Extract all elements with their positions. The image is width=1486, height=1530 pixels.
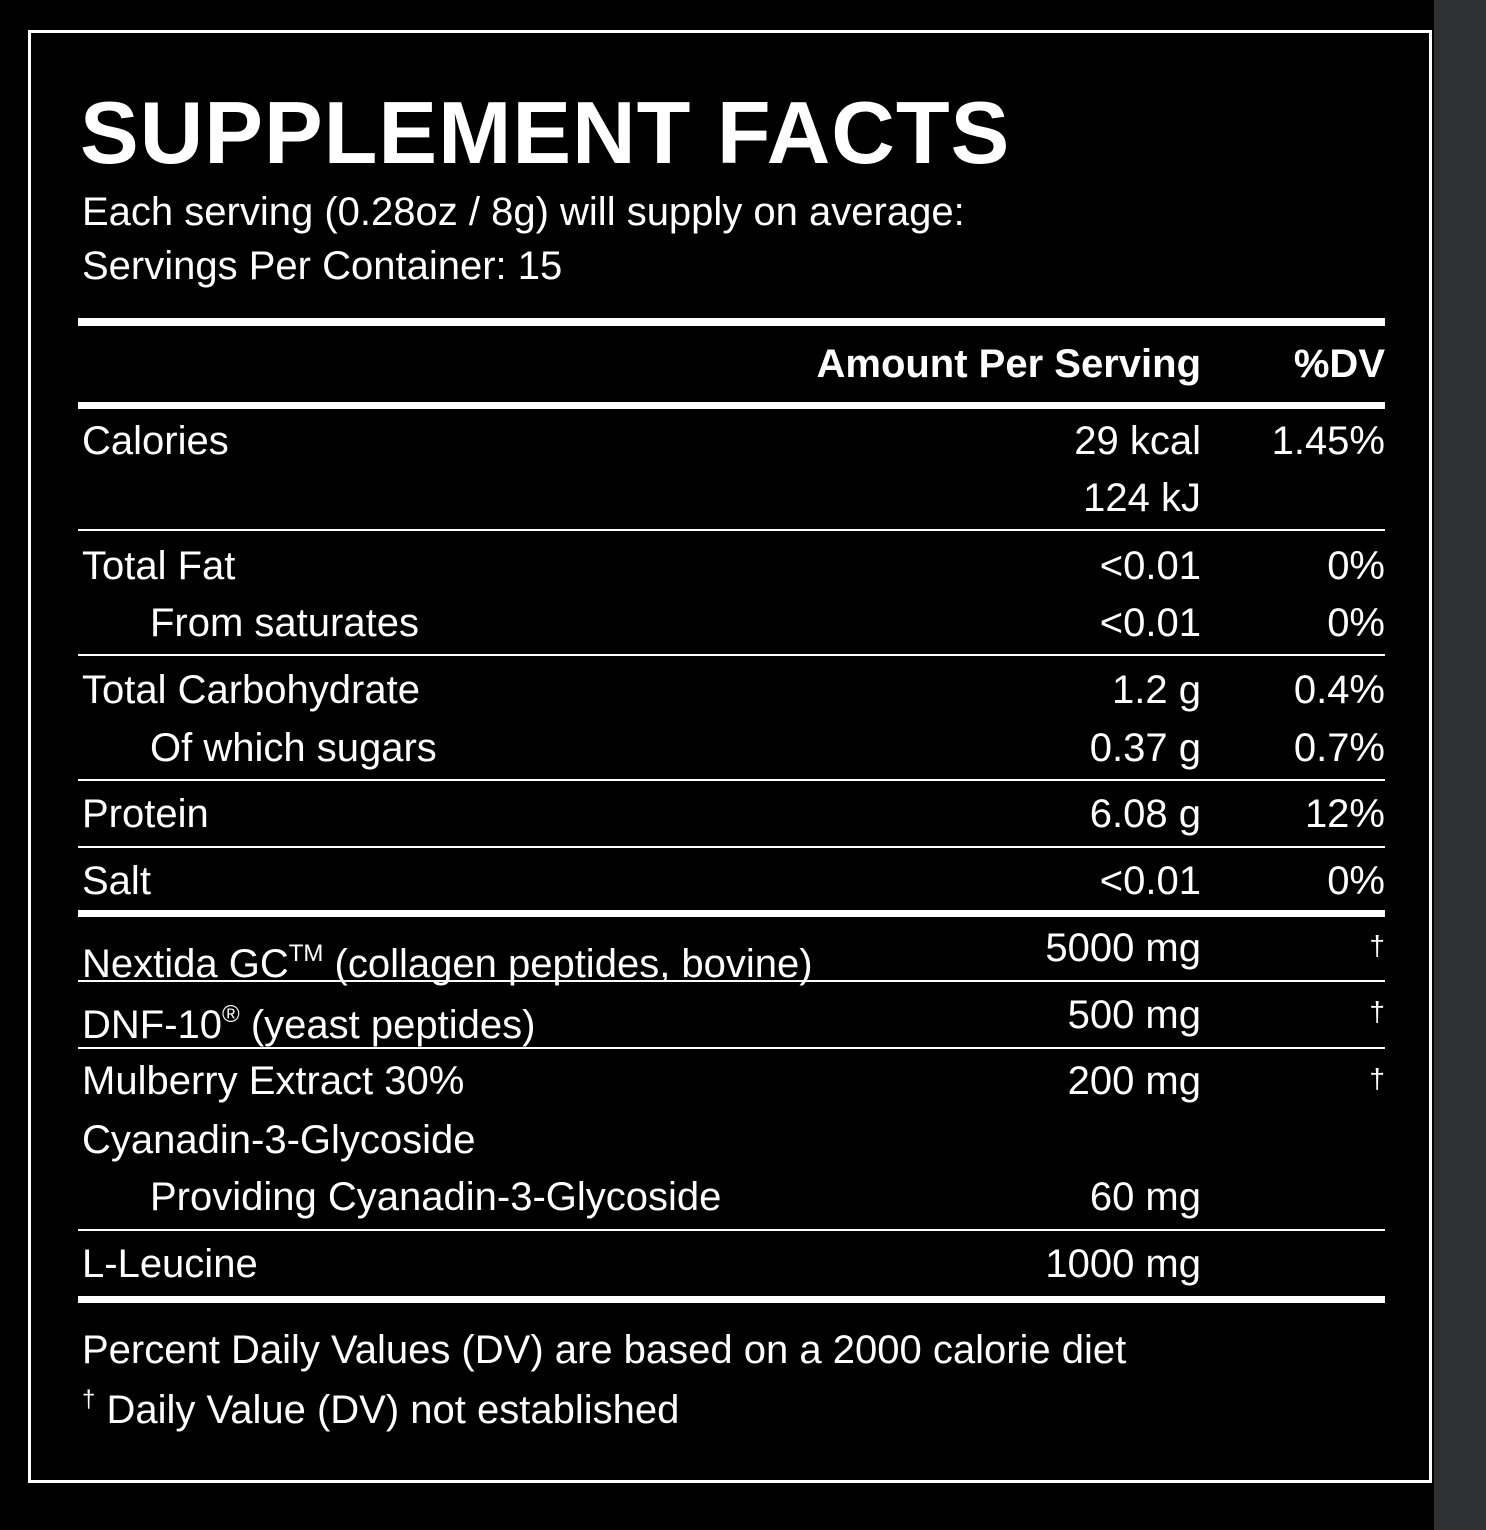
header-divider <box>78 402 1385 409</box>
dagger-symbol: † <box>82 1386 96 1413</box>
mulberry-label-line2: Cyanadin-3-Glycoside <box>82 1118 476 1162</box>
nextida-dv-dagger: † <box>1369 930 1385 961</box>
supplement-facts-panel <box>28 30 1432 1483</box>
servings-per-container: Servings Per Container: 15 <box>82 244 563 288</box>
dnf10-amount: 500 mg <box>1067 993 1201 1037</box>
providing-amount: 60 mg <box>1089 1175 1201 1219</box>
protein-dv: 12% <box>1304 792 1385 836</box>
dnf10-label: DNF-10® (yeast peptides) <box>82 1001 536 1047</box>
mulberry-amount: 200 mg <box>1067 1059 1201 1103</box>
total-fat-amount: <0.01 <box>1099 544 1201 588</box>
leucine-amount: 1000 mg <box>1045 1242 1201 1286</box>
providing-label: Providing Cyanadin-3-Glycoside <box>150 1175 722 1219</box>
sugars-dv: 0.7% <box>1293 726 1385 770</box>
nextida-amount: 5000 mg <box>1045 926 1201 970</box>
thick-divider-middle <box>78 910 1385 917</box>
calories-dv: 1.45% <box>1271 419 1385 463</box>
dv-footnote: Percent Daily Values (DV) are based on a… <box>82 1328 1127 1372</box>
row-divider <box>78 846 1385 848</box>
row-divider <box>78 529 1385 531</box>
dv-header: %DV <box>1293 342 1385 386</box>
row-divider <box>78 980 1385 982</box>
thick-divider-bottom <box>78 1296 1385 1303</box>
leucine-label: L-Leucine <box>82 1242 258 1286</box>
registered-mark: ® <box>222 1001 240 1028</box>
panel-title: SUPPLEMENT FACTS <box>80 83 1011 182</box>
row-divider <box>78 1229 1385 1231</box>
carbohydrate-dv: 0.4% <box>1293 668 1385 712</box>
calories-label: Calories <box>82 419 229 463</box>
total-fat-dv: 0% <box>1327 544 1385 588</box>
saturates-amount: <0.01 <box>1099 601 1201 645</box>
sugars-label: Of which sugars <box>150 726 437 770</box>
protein-label: Protein <box>82 792 209 836</box>
sugars-amount: 0.37 g <box>1089 726 1201 770</box>
total-fat-label: Total Fat <box>82 544 236 588</box>
mulberry-dv-dagger: † <box>1369 1063 1385 1094</box>
dnf10-dv-dagger: † <box>1369 996 1385 1027</box>
nextida-label: Nextida GCTM (collagen peptides, bovine) <box>82 940 813 986</box>
mulberry-label: Mulberry Extract 30% <box>82 1059 465 1103</box>
carbohydrate-amount: 1.2 g <box>1112 668 1201 712</box>
side-strip <box>1434 0 1486 1530</box>
dagger-footnote: † Daily Value (DV) not established <box>82 1386 680 1432</box>
protein-amount: 6.08 g <box>1089 792 1201 836</box>
salt-amount: <0.01 <box>1099 859 1201 903</box>
carbohydrate-label: Total Carbohydrate <box>82 668 420 712</box>
salt-dv: 0% <box>1327 859 1385 903</box>
salt-label: Salt <box>82 859 151 903</box>
amount-header: Amount Per Serving <box>816 342 1201 386</box>
calories-amount: 29 kcal <box>1074 419 1201 463</box>
saturates-dv: 0% <box>1327 601 1385 645</box>
row-divider <box>78 1047 1385 1049</box>
trademark-mark: TM <box>288 940 324 967</box>
serving-size-line: Each serving (0.28oz / 8g) will supply o… <box>82 190 965 234</box>
saturates-label: From saturates <box>150 601 419 645</box>
calories-kj: 124 kJ <box>1083 476 1201 520</box>
row-divider <box>78 779 1385 781</box>
thick-divider-top <box>78 318 1385 326</box>
row-divider <box>78 654 1385 656</box>
